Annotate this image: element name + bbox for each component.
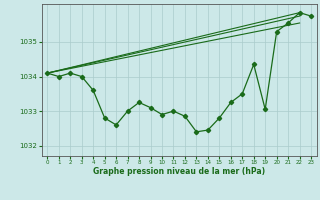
X-axis label: Graphe pression niveau de la mer (hPa): Graphe pression niveau de la mer (hPa) — [93, 167, 265, 176]
